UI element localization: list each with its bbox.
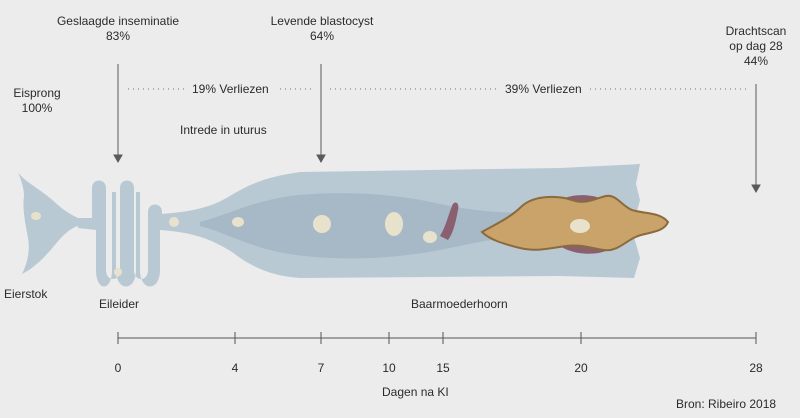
label-oviduct: Eileider <box>99 297 140 311</box>
timeline-axis <box>117 332 757 344</box>
conceptus <box>480 194 670 254</box>
tick-label: 4 <box>231 361 239 375</box>
egg-cells <box>31 212 437 276</box>
label-uterine-horn: Baarmoederhoorn <box>411 297 508 311</box>
tick-label: 15 <box>436 361 450 375</box>
axis-title: Dagen na KI <box>382 385 449 399</box>
label-ovary: Eierstok <box>4 287 48 301</box>
tick-label: 28 <box>749 361 763 375</box>
label-ovulation: Eisprong 100% <box>13 86 61 115</box>
egg-oviduct-1 <box>114 268 122 276</box>
source-credit: Bron: Ribeiro 2018 <box>676 397 777 411</box>
egg-uterus-2 <box>313 215 331 233</box>
label-loss-2: 39% Verliezen <box>505 82 582 96</box>
label-loss-1: 19% Verliezen <box>192 82 269 96</box>
tick-label: 0 <box>114 361 122 375</box>
egg-uterus-4 <box>423 231 437 243</box>
egg-ovary <box>31 212 41 220</box>
elongating-embryo <box>440 202 459 240</box>
label-entry: Intrede in uturus <box>180 123 267 137</box>
label-scan: Drachtscan op dag 28 44% <box>725 24 787 68</box>
egg-uterus-3 <box>385 212 403 236</box>
tick-label: 10 <box>382 361 396 375</box>
egg-uterus-1 <box>232 217 244 227</box>
tick-label: 20 <box>574 361 588 375</box>
label-insemination: Geslaagde inseminatie 83% <box>56 14 180 43</box>
label-blastocyst: Levende blastocyst 64% <box>270 14 374 43</box>
egg-oviduct-2 <box>169 217 179 227</box>
tick-label: 7 <box>317 361 325 375</box>
